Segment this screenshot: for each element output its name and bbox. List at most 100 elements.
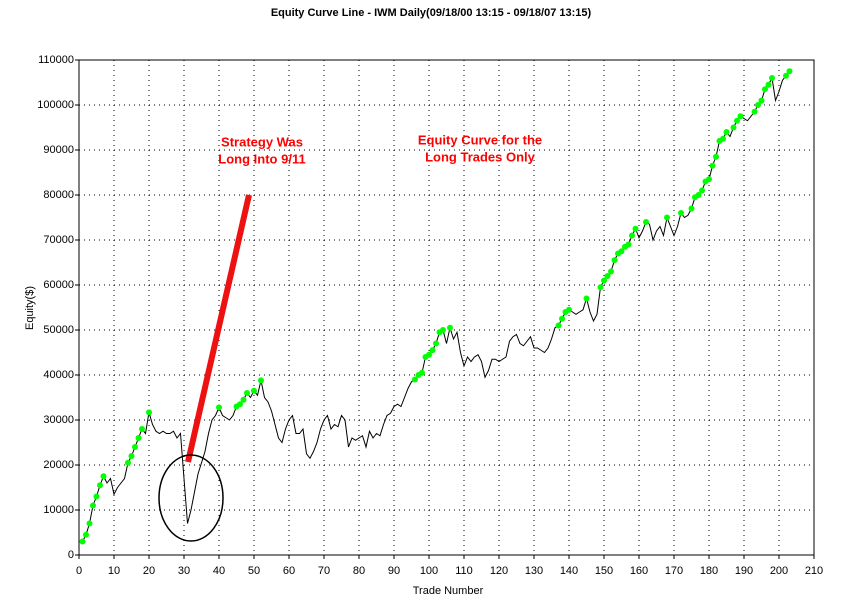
x-tick-label: 190 xyxy=(735,565,753,577)
plot-frame xyxy=(78,59,815,556)
new-high-marker xyxy=(713,153,719,160)
new-high-marker xyxy=(751,108,758,115)
x-tick-label: 70 xyxy=(318,565,330,577)
new-high-marker xyxy=(412,376,418,383)
y-tick-label: 110000 xyxy=(38,54,74,66)
new-high-marker xyxy=(433,340,439,347)
y-tick-label: 80000 xyxy=(43,189,74,201)
x-tick-label: 200 xyxy=(770,565,788,577)
new-high-marker xyxy=(419,369,425,376)
new-high-marker xyxy=(240,396,247,403)
new-high-marker xyxy=(251,387,257,394)
x-tick-label: 20 xyxy=(143,565,155,577)
arrow-line xyxy=(185,194,252,463)
x-tick-label: 90 xyxy=(388,565,400,577)
y-tick-label: 70000 xyxy=(43,234,74,246)
new-high-marker xyxy=(440,327,446,333)
new-high-marker xyxy=(723,129,730,135)
new-high-marker xyxy=(688,205,695,212)
new-high-marker xyxy=(244,390,250,396)
x-tick-label: 40 xyxy=(213,565,225,577)
new-high-marker xyxy=(695,192,702,198)
x-tick-label: 170 xyxy=(665,565,683,577)
grid xyxy=(75,59,815,559)
x-tick-label: 50 xyxy=(248,565,260,577)
new-high-marker xyxy=(559,315,565,322)
new-high-marker xyxy=(730,124,737,131)
x-tick-label: 60 xyxy=(283,565,295,577)
new-high-marker xyxy=(216,404,222,411)
x-tick-label: 100 xyxy=(420,565,438,577)
new-high-marker xyxy=(125,459,131,466)
new-high-marker xyxy=(90,502,96,509)
highlight-ellipse xyxy=(158,454,224,542)
annotation: Equity Curve for the xyxy=(418,132,542,147)
x-tick-label: 30 xyxy=(178,565,190,577)
new-high-marker xyxy=(86,520,93,527)
new-high-marker xyxy=(699,187,705,194)
new-high-marker xyxy=(135,435,142,441)
new-high-marker xyxy=(93,493,100,500)
new-high-marker xyxy=(601,277,607,284)
y-tick-label: 0 xyxy=(68,549,74,561)
new-high-marker xyxy=(769,75,775,81)
new-high-marker xyxy=(258,377,264,384)
x-tick-label: 80 xyxy=(353,565,365,577)
new-high-marker xyxy=(783,72,789,79)
new-high-marker xyxy=(604,273,611,279)
annotation: Long Into 9/11 xyxy=(218,151,305,166)
new-high-marker xyxy=(664,214,670,221)
new-high-marker xyxy=(758,97,765,104)
new-high-marker xyxy=(618,248,625,255)
annotation: Long Trades Only xyxy=(425,149,536,164)
new-high-marker xyxy=(447,324,453,331)
chart-title: Equity Curve Line - IWM Daily(09/18/00 1… xyxy=(271,7,592,19)
x-tick-label: 130 xyxy=(525,565,543,577)
new-high-marker xyxy=(597,284,604,291)
y-tick-label: 30000 xyxy=(43,414,74,426)
new-high-marker xyxy=(128,453,135,459)
new-high-marker xyxy=(146,409,152,416)
new-high-marker xyxy=(737,113,744,120)
new-high-marker xyxy=(734,117,740,124)
x-tick-label: 140 xyxy=(560,565,578,577)
y-tick-label: 60000 xyxy=(43,279,74,291)
new-high-marker xyxy=(429,347,436,354)
y-tick-label: 40000 xyxy=(43,369,74,381)
new-high-marker xyxy=(237,401,243,408)
x-tick-label: 160 xyxy=(630,565,648,577)
x-axis-label: Trade Number xyxy=(413,585,484,597)
new-high-marker xyxy=(566,306,572,313)
new-high-marker xyxy=(426,351,432,358)
plot xyxy=(79,68,793,545)
y-tick-label: 90000 xyxy=(43,144,74,156)
new-high-marker xyxy=(79,538,86,545)
x-tick-label: 120 xyxy=(490,565,508,577)
y-tick-label: 10000 xyxy=(43,504,74,516)
new-high-marker xyxy=(608,268,614,275)
new-high-marker xyxy=(583,295,590,302)
new-high-marker xyxy=(643,219,649,225)
new-high-marker xyxy=(83,531,89,538)
new-high-marker xyxy=(97,482,103,489)
new-high-marker xyxy=(765,81,772,88)
annotation: Strategy Was xyxy=(221,134,303,149)
y-tick-label: 20000 xyxy=(43,459,74,471)
new-high-marker xyxy=(632,225,639,232)
new-high-marker xyxy=(786,68,793,75)
new-high-marker xyxy=(720,135,726,142)
new-high-marker xyxy=(132,444,138,450)
x-tick-label: 0 xyxy=(76,565,82,577)
x-tick-label: 210 xyxy=(805,565,823,577)
new-high-marker xyxy=(611,257,618,264)
new-high-marker xyxy=(678,210,684,216)
y-tick-label: 100000 xyxy=(37,99,74,111)
new-high-marker xyxy=(629,232,635,239)
x-tick-label: 180 xyxy=(700,565,718,577)
new-high-marker xyxy=(100,473,107,480)
new-high-marker xyxy=(762,86,768,93)
new-high-marker xyxy=(709,162,716,169)
x-tick-label: 10 xyxy=(108,565,120,577)
y-tick-label: 50000 xyxy=(43,324,74,336)
